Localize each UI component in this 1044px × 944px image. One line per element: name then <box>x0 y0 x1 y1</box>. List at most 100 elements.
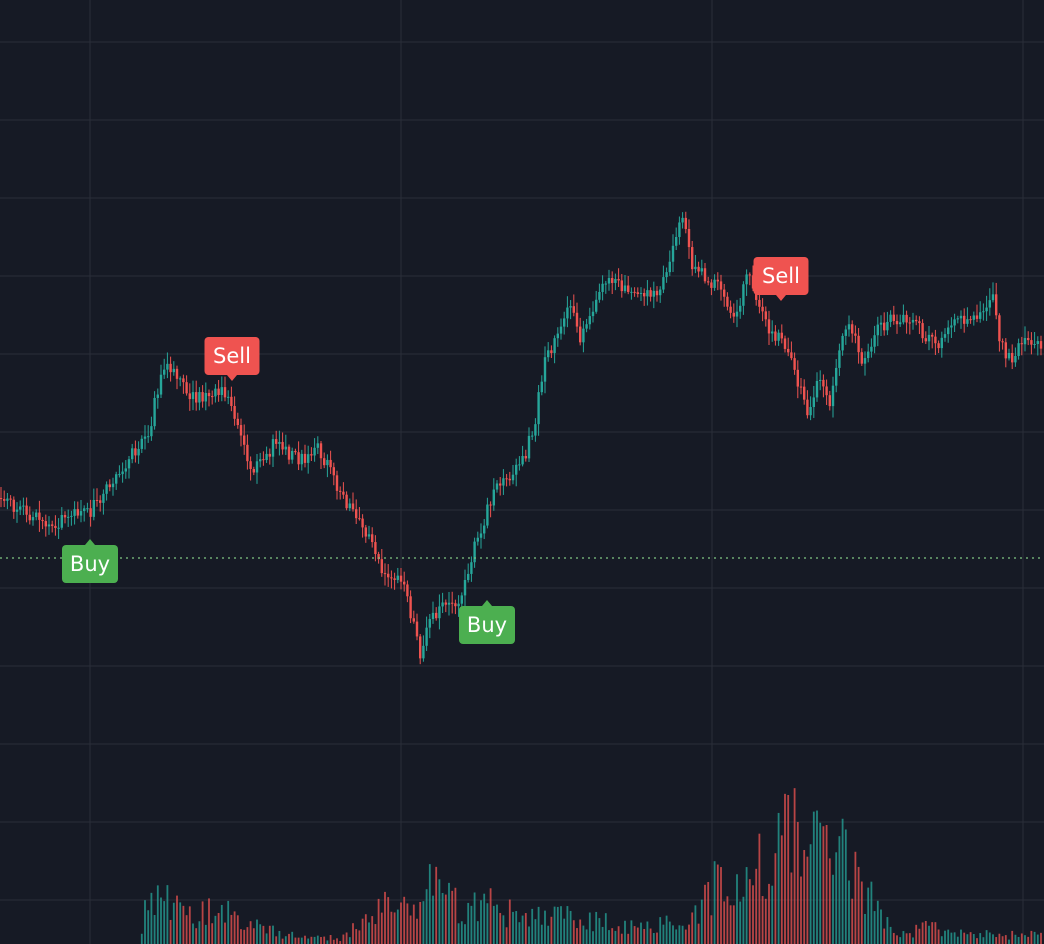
volume-bar <box>854 851 857 944</box>
candle-body <box>1014 356 1017 363</box>
volume-bar <box>953 932 956 944</box>
volume-bar <box>566 906 569 944</box>
volume-bar <box>700 899 703 944</box>
volume-bar <box>710 915 713 944</box>
candle-body <box>172 368 175 373</box>
signal-pointer <box>85 539 95 545</box>
volume-bar <box>1014 934 1017 944</box>
volume-bar <box>428 864 431 944</box>
volume-bar <box>732 905 735 944</box>
candle-body <box>355 509 358 519</box>
candle-body <box>694 266 697 270</box>
volume-bar <box>249 921 252 944</box>
volume-bar <box>339 941 342 944</box>
candle-body <box>854 333 857 336</box>
volume-bar <box>284 936 287 944</box>
volume-bar <box>819 822 822 944</box>
volume-bar <box>169 919 172 944</box>
candle-body <box>307 454 310 463</box>
volume-bar <box>208 898 210 944</box>
volume-bar <box>387 897 390 944</box>
candle-body <box>412 618 415 622</box>
candle-body <box>588 316 591 325</box>
candle-body <box>684 217 687 229</box>
volume-bar <box>937 929 940 944</box>
candle-body <box>415 621 419 637</box>
candle-body <box>249 461 252 469</box>
volume-bar <box>982 937 985 944</box>
volume-bar <box>899 937 902 944</box>
candle-body <box>582 328 585 343</box>
volume-bar <box>748 879 751 944</box>
candle-body <box>182 378 185 383</box>
volume-bar <box>409 915 412 944</box>
volume-bar <box>313 936 316 944</box>
candle-body <box>284 446 287 450</box>
volume-bar <box>812 811 815 944</box>
sell-signal-marker: Sell <box>204 337 260 381</box>
candle-body <box>902 314 905 323</box>
candle-body <box>707 281 710 283</box>
candle-body <box>451 602 454 604</box>
candle-body <box>508 478 511 481</box>
volume-bar <box>220 904 223 944</box>
candle-body <box>969 319 972 321</box>
volume-bar <box>230 914 233 944</box>
candle-body <box>639 292 643 294</box>
volume-bar <box>380 912 383 944</box>
volume-bar <box>934 922 937 944</box>
candle-body <box>975 315 979 319</box>
candle-body <box>316 443 319 448</box>
volume-bar <box>633 926 636 944</box>
candle-body <box>991 294 995 301</box>
volume-bar <box>822 826 825 944</box>
candle-body <box>457 603 460 607</box>
candle-body <box>345 494 348 509</box>
candle-body <box>339 490 342 492</box>
candle-body <box>550 350 553 354</box>
volume-bar <box>534 919 537 944</box>
candle-body <box>86 508 89 510</box>
volume-bar <box>201 901 204 944</box>
candle-body <box>0 498 3 500</box>
volume-bar <box>848 880 850 944</box>
volume-bar <box>348 937 351 944</box>
volume-bar <box>262 925 265 944</box>
candle-body <box>428 619 431 628</box>
candle-body <box>531 435 534 437</box>
volume-bar <box>995 937 998 944</box>
volume-bar <box>361 918 364 944</box>
volume-bar <box>681 925 684 944</box>
volume-bar <box>972 934 975 944</box>
volume-bar <box>876 900 879 944</box>
volume-bar <box>860 881 863 944</box>
volume-bar <box>470 905 473 944</box>
candle-body <box>28 514 31 521</box>
candle-body <box>191 392 195 400</box>
volume-bar <box>569 910 572 944</box>
candle-body <box>931 334 934 337</box>
volume-bar <box>678 925 681 944</box>
volume-bar <box>233 911 236 944</box>
candle-body <box>646 290 649 297</box>
candle-body <box>236 418 239 426</box>
candle-body <box>12 499 15 512</box>
volume-bar <box>524 913 527 944</box>
volume-bar <box>416 918 418 944</box>
candle-body <box>591 311 595 317</box>
candle-body <box>825 386 828 396</box>
candle-body <box>115 474 118 484</box>
candle-body <box>255 461 259 473</box>
volume-bar <box>422 901 425 944</box>
volume-bar <box>553 906 556 944</box>
volume-bar <box>844 829 847 944</box>
volume-bar <box>764 898 767 944</box>
volume-bar <box>358 930 361 944</box>
volume-bar <box>649 928 652 944</box>
signal-label: Sell <box>762 264 800 288</box>
volume-bar <box>240 929 242 944</box>
volume-bar <box>720 867 722 944</box>
volume-bar <box>656 932 658 944</box>
candle-body <box>870 346 873 352</box>
